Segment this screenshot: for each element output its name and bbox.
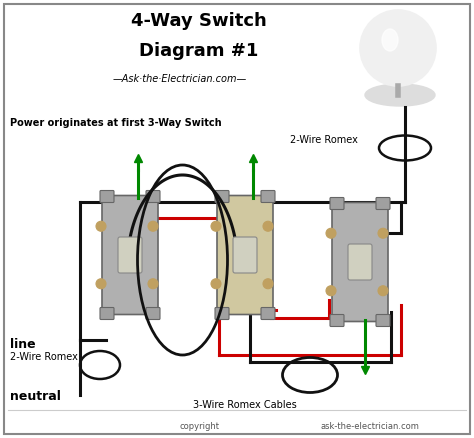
FancyBboxPatch shape: [146, 307, 160, 319]
FancyBboxPatch shape: [332, 202, 388, 321]
FancyBboxPatch shape: [261, 191, 275, 202]
Text: 2-Wire Romex: 2-Wire Romex: [10, 352, 78, 362]
FancyBboxPatch shape: [102, 195, 158, 314]
FancyBboxPatch shape: [118, 237, 142, 273]
Text: Diagram #1: Diagram #1: [139, 42, 259, 60]
FancyBboxPatch shape: [146, 191, 160, 202]
Circle shape: [263, 279, 273, 289]
FancyBboxPatch shape: [376, 198, 390, 209]
Text: 2-Wire Romex: 2-Wire Romex: [290, 135, 358, 145]
Circle shape: [148, 221, 158, 231]
FancyBboxPatch shape: [215, 191, 229, 202]
FancyBboxPatch shape: [330, 314, 344, 326]
Circle shape: [211, 221, 221, 231]
FancyBboxPatch shape: [261, 307, 275, 319]
Text: ask-the-electrician.com: ask-the-electrician.com: [320, 422, 419, 431]
Text: line: line: [10, 338, 36, 351]
FancyBboxPatch shape: [100, 191, 114, 202]
FancyBboxPatch shape: [348, 244, 372, 280]
Text: neutral: neutral: [10, 390, 61, 403]
FancyBboxPatch shape: [233, 237, 257, 273]
Text: 3-Wire Romex Cables: 3-Wire Romex Cables: [193, 400, 297, 410]
Circle shape: [326, 228, 336, 238]
Circle shape: [263, 221, 273, 231]
FancyBboxPatch shape: [100, 307, 114, 319]
Ellipse shape: [382, 29, 398, 51]
Circle shape: [96, 279, 106, 289]
Circle shape: [378, 286, 388, 296]
Circle shape: [326, 286, 336, 296]
Circle shape: [211, 279, 221, 289]
FancyBboxPatch shape: [376, 314, 390, 326]
Circle shape: [360, 10, 436, 86]
Ellipse shape: [365, 84, 435, 106]
Text: Power originates at first 3-Way Switch: Power originates at first 3-Way Switch: [10, 118, 222, 128]
Text: copyright: copyright: [180, 422, 220, 431]
Text: 4-Way Switch: 4-Way Switch: [131, 12, 267, 30]
FancyBboxPatch shape: [330, 198, 344, 209]
Circle shape: [148, 279, 158, 289]
Circle shape: [96, 221, 106, 231]
FancyBboxPatch shape: [217, 195, 273, 314]
Circle shape: [378, 228, 388, 238]
FancyBboxPatch shape: [215, 307, 229, 319]
Text: —Ask·the·Electrician.com—: —Ask·the·Electrician.com—: [113, 74, 247, 84]
